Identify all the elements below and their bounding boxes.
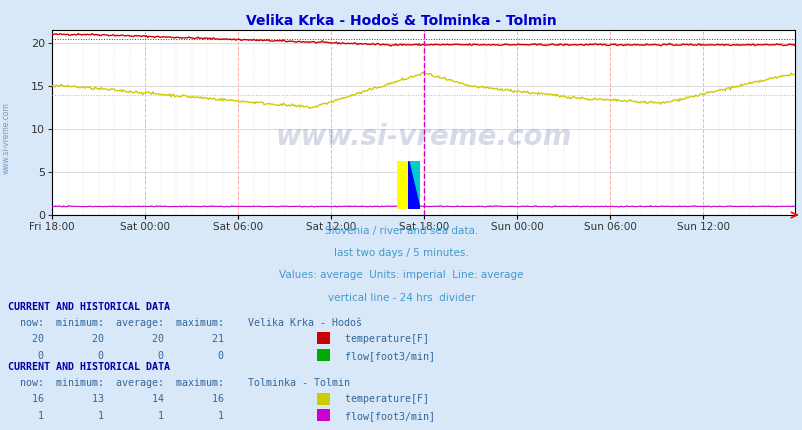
- Text: flow[foot3/min]: flow[foot3/min]: [333, 350, 435, 361]
- Text: www.si-vreme.com: www.si-vreme.com: [275, 123, 571, 151]
- Text: 0         0         0         0: 0 0 0 0: [8, 350, 224, 361]
- Text: Velika Krka - Hodoš & Tolminka - Tolmin: Velika Krka - Hodoš & Tolminka - Tolmin: [246, 14, 556, 28]
- Text: 20        20        20        21: 20 20 20 21: [8, 334, 224, 344]
- Text: Values: average  Units: imperial  Line: average: Values: average Units: imperial Line: av…: [279, 270, 523, 280]
- Text: temperature[F]: temperature[F]: [333, 394, 429, 405]
- Text: last two days / 5 minutes.: last two days / 5 minutes.: [334, 248, 468, 258]
- Text: www.si-vreme.com: www.si-vreme.com: [2, 101, 11, 174]
- Text: vertical line - 24 hrs  divider: vertical line - 24 hrs divider: [327, 293, 475, 303]
- Text: CURRENT AND HISTORICAL DATA: CURRENT AND HISTORICAL DATA: [8, 301, 170, 312]
- Polygon shape: [408, 161, 419, 209]
- Text: Slovenia / river and sea data.: Slovenia / river and sea data.: [325, 226, 477, 236]
- Bar: [397, 161, 408, 209]
- Text: CURRENT AND HISTORICAL DATA: CURRENT AND HISTORICAL DATA: [8, 362, 170, 372]
- Text: flow[foot3/min]: flow[foot3/min]: [333, 411, 435, 421]
- Text: now:  minimum:  average:  maximum:    Velika Krka - Hodoš: now: minimum: average: maximum: Velika K…: [8, 317, 362, 328]
- Text: 16        13        14        16: 16 13 14 16: [8, 394, 224, 405]
- Text: 1         1         1         1: 1 1 1 1: [8, 411, 224, 421]
- Text: now:  minimum:  average:  maximum:    Tolminka - Tolmin: now: minimum: average: maximum: Tolminka…: [8, 378, 350, 388]
- Polygon shape: [408, 161, 419, 209]
- Text: temperature[F]: temperature[F]: [333, 334, 429, 344]
